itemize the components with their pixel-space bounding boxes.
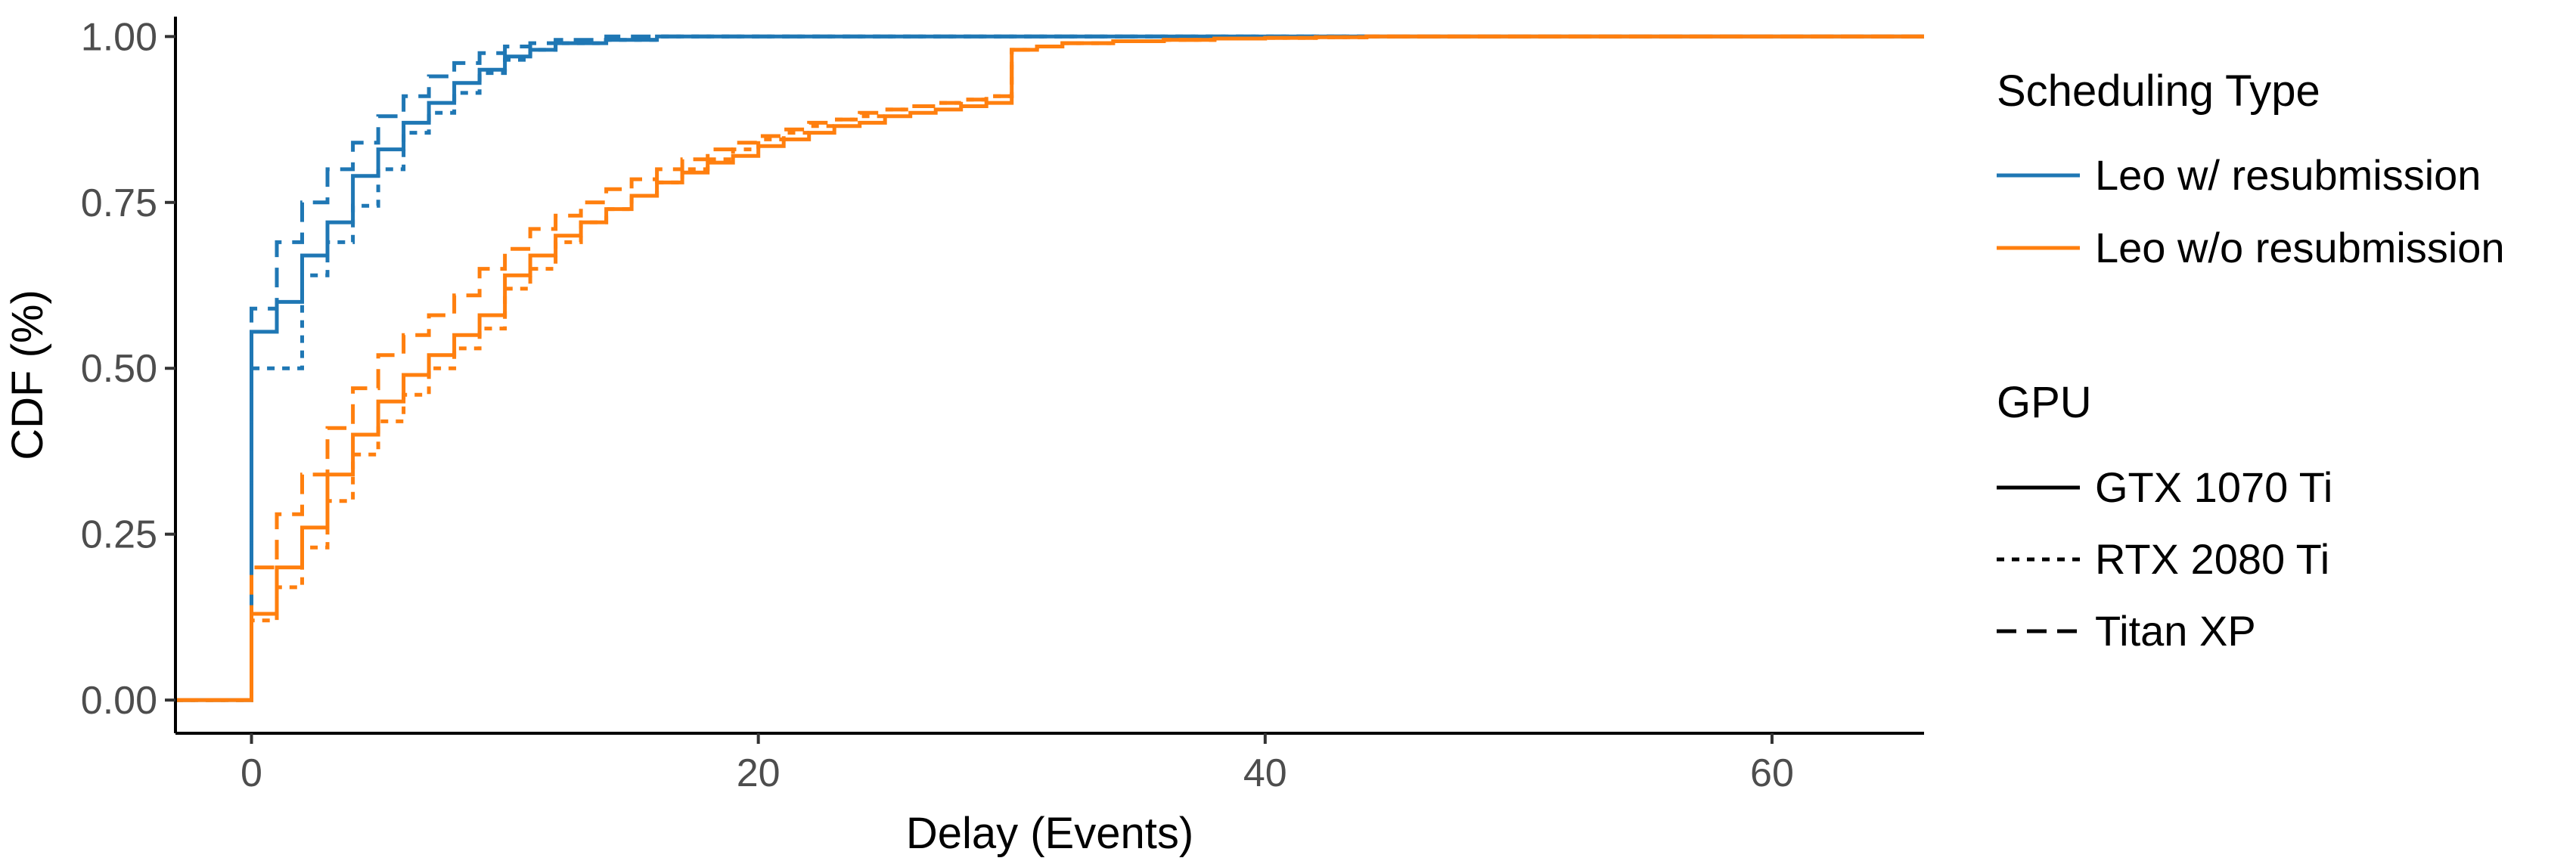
series-line-without-rtx-2080-ti [175, 34, 1924, 702]
legend-title: Scheduling Type [1997, 67, 2320, 116]
x-tick-label: 20 [737, 751, 781, 795]
y-tick-label: 0.75 [81, 181, 157, 225]
legend-entry-label: Leo w/o resubmission [2095, 224, 2505, 271]
x-tick-label: 60 [1750, 751, 1794, 795]
series-line-with-titan-xp [175, 34, 1924, 702]
series-line-without-titan-xp [175, 34, 1924, 702]
legend-entry-label: GTX 1070 Ti [2095, 463, 2332, 511]
x-tick-label: 40 [1243, 751, 1287, 795]
x-axis-title: Delay (Events) [906, 809, 1193, 858]
legend-title: GPU [1997, 378, 2092, 427]
plot-series-group [175, 34, 1924, 702]
legend-entry-label: RTX 2080 Ti [2095, 535, 2329, 583]
legend-entry-label: Titan XP [2095, 607, 2256, 655]
axes-group [165, 17, 1924, 744]
y-axis-title: CDF (%) [3, 290, 52, 460]
y-tick-label: 0.50 [81, 347, 157, 391]
series-line-with-rtx-2080-ti [175, 34, 1924, 702]
tick-labels-group: 0 20 40 60 0.00 0.25 0.50 0.75 1.00 [81, 15, 1794, 795]
x-tick-label: 0 [241, 751, 262, 795]
y-tick-label: 1.00 [81, 15, 157, 59]
y-tick-label: 0.25 [81, 513, 157, 557]
legend-group: Scheduling Type Leo w/ resubmission Leo w/… [1997, 67, 2505, 655]
legend-entry-label: Leo w/ resubmission [2095, 151, 2481, 199]
y-tick-label: 0.00 [81, 679, 157, 723]
